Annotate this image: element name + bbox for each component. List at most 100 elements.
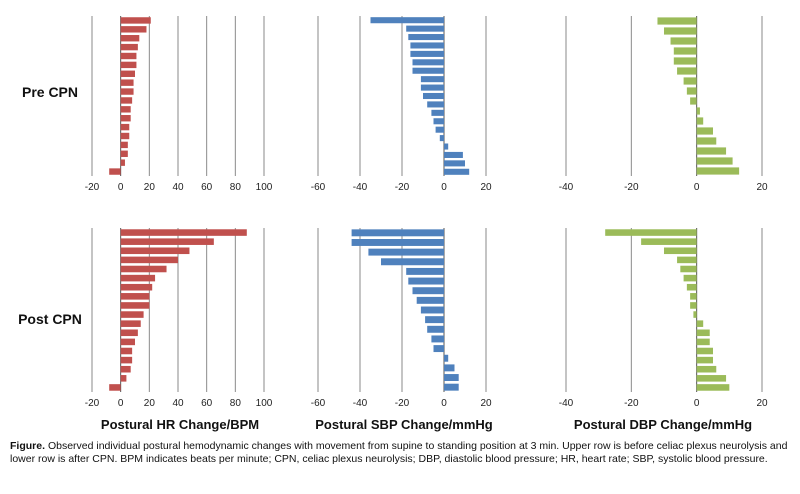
bar xyxy=(420,306,444,314)
bar xyxy=(677,67,697,75)
tick-label: 20 xyxy=(756,182,768,193)
bar xyxy=(686,87,697,95)
bar xyxy=(120,88,134,95)
bar xyxy=(120,132,130,140)
tick-label: 0 xyxy=(118,398,124,409)
tick-label: -40 xyxy=(559,182,574,193)
bar xyxy=(120,320,141,327)
bar xyxy=(641,238,697,245)
row-label-pre-cpn: Pre CPN xyxy=(22,84,78,100)
bar xyxy=(444,168,470,175)
bar xyxy=(439,135,444,142)
bar xyxy=(406,25,444,32)
bar xyxy=(120,159,125,166)
bar xyxy=(120,293,150,300)
bar xyxy=(435,126,444,133)
bar xyxy=(120,247,190,255)
bar xyxy=(696,329,710,337)
x-axis-label-hr: Postural HR Change/BPM xyxy=(101,417,259,432)
figure-panels: Pre CPN Post CPN Postural HR Change/BPM … xyxy=(18,16,768,432)
bar xyxy=(444,143,449,150)
bar xyxy=(351,238,444,246)
bar xyxy=(690,97,697,105)
caption-text: Observed individual postural hemodynamic… xyxy=(10,440,788,465)
bar xyxy=(696,365,717,373)
bar xyxy=(412,67,444,74)
bar xyxy=(120,265,167,273)
bar xyxy=(696,375,727,382)
x-axis-label-sbp: Postural SBP Change/mmHg xyxy=(315,417,493,432)
bar xyxy=(120,150,128,157)
bar xyxy=(696,137,717,145)
bar xyxy=(420,76,444,83)
bar xyxy=(120,365,131,373)
bar xyxy=(686,283,697,291)
bar xyxy=(120,97,133,104)
bar xyxy=(696,338,710,346)
bar xyxy=(693,311,697,318)
tick-label: 0 xyxy=(441,398,447,409)
panel-post-cpn-sbp: -60 -40 -20 0 20 xyxy=(311,228,492,409)
tick-label: 20 xyxy=(480,182,492,193)
bar xyxy=(605,229,697,236)
bar xyxy=(690,302,697,309)
bar xyxy=(696,384,730,391)
bar xyxy=(664,247,697,255)
bar xyxy=(109,168,121,175)
bar xyxy=(120,17,151,24)
bar xyxy=(427,325,444,333)
bar xyxy=(381,258,444,266)
bar xyxy=(696,117,704,125)
bar xyxy=(677,256,697,264)
bar xyxy=(408,34,444,41)
bar xyxy=(444,374,459,382)
tick-label: 0 xyxy=(694,398,700,409)
bar xyxy=(120,43,138,51)
panel-pre-cpn-dbp: -40 -20 0 20 xyxy=(559,16,768,193)
panel-pre-cpn-sbp: -60 -40 -20 0 20 xyxy=(311,16,492,193)
tick-label: -60 xyxy=(311,398,326,409)
tick-label: 20 xyxy=(144,398,156,409)
bar xyxy=(431,109,444,116)
bar xyxy=(120,256,178,264)
bar xyxy=(673,47,697,55)
tick-label: 60 xyxy=(201,398,213,409)
tick-label: 40 xyxy=(172,398,184,409)
bar xyxy=(696,107,700,115)
bar xyxy=(696,167,740,175)
bar xyxy=(673,57,697,65)
bar xyxy=(120,302,150,309)
bar xyxy=(120,79,134,86)
panel-pre-cpn-hr: -20 0 20 40 60 80 100 xyxy=(85,16,273,193)
bar xyxy=(408,277,444,285)
tick-label: -20 xyxy=(85,182,100,193)
bar xyxy=(444,354,449,362)
bar xyxy=(410,42,444,49)
bar xyxy=(444,364,455,372)
bar xyxy=(696,157,733,165)
tick-label: 0 xyxy=(694,182,700,193)
tick-label: 0 xyxy=(441,182,447,193)
tick-label: 100 xyxy=(256,182,273,193)
tick-label: 40 xyxy=(172,182,184,193)
x-axis-label-dbp: Postural DBP Change/mmHg xyxy=(574,417,752,432)
bar xyxy=(410,50,444,57)
bar xyxy=(120,238,214,245)
tick-label: -60 xyxy=(311,182,326,193)
row-label-post-cpn: Post CPN xyxy=(18,311,82,327)
tick-label: -40 xyxy=(353,182,368,193)
tick-label: 80 xyxy=(230,398,242,409)
bar xyxy=(696,147,727,155)
bar xyxy=(120,347,133,355)
tick-label: -20 xyxy=(85,398,100,409)
bar xyxy=(120,311,144,318)
bar xyxy=(351,229,444,237)
bar xyxy=(109,384,121,391)
bar xyxy=(412,59,444,66)
bar xyxy=(120,26,147,33)
bar xyxy=(664,27,697,35)
bar xyxy=(416,296,444,304)
bar xyxy=(680,265,697,273)
bar xyxy=(690,293,697,300)
bar xyxy=(433,118,444,125)
